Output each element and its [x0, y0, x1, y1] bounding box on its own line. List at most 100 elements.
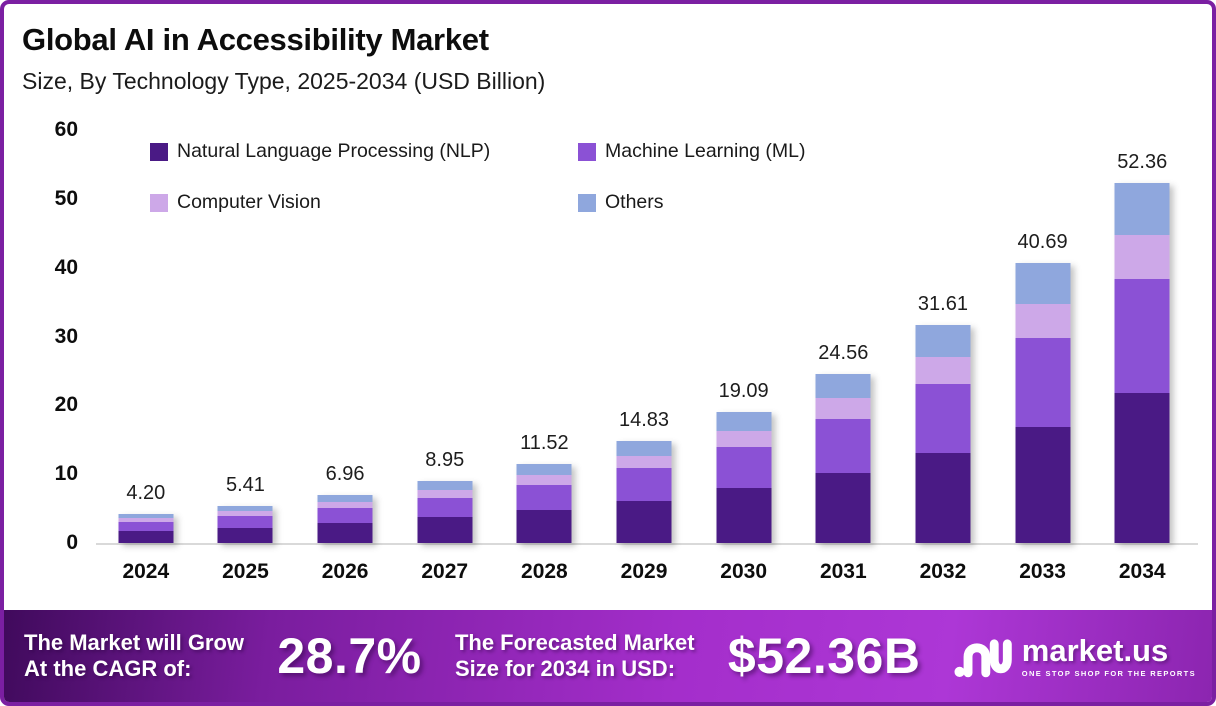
bar-segment-nlp [516, 510, 572, 543]
bar-segment-nlp [915, 452, 971, 543]
bar-column: 5.41 [196, 130, 296, 543]
bar-segment-others [317, 495, 373, 502]
bar-column: 19.09 [694, 130, 794, 543]
forecast-value: $52.36B [727, 628, 921, 684]
stacked-bar [417, 481, 473, 543]
bar-value-label: 5.41 [225, 473, 265, 496]
logo-name: market.us [1021, 632, 1169, 668]
bar-segment-ml [217, 515, 273, 528]
bar-segment-cv [118, 518, 174, 522]
legend-label-nlp: Natural Language Processing (NLP) [177, 140, 491, 162]
y-axis-tick: 10 [54, 462, 78, 486]
bar-segment-ml [516, 484, 572, 511]
x-axis-label: 2031 [819, 560, 867, 583]
bar-segment-ml [317, 507, 373, 524]
bar-column: 6.96 [295, 130, 395, 543]
bar-value-label: 52.36 [1117, 150, 1168, 173]
y-axis: 0 10 20 30 40 50 60 [20, 118, 78, 554]
bar-segment-ml [815, 419, 871, 473]
bar-segment-ml [1015, 337, 1071, 427]
bar-segment-nlp [417, 517, 473, 543]
bar-segment-cv [616, 455, 672, 469]
bar-value-label: 19.09 [718, 379, 769, 402]
bar-column: 11.52 [495, 130, 595, 543]
cagr-label-line1: The Market will Grow [24, 629, 245, 655]
bar-segment-cv [217, 511, 273, 516]
legend-item-ml: Machine Learning (ML) [578, 140, 806, 163]
logo-text-block: market.us ONE STOP SHOP FOR THE REPORTS [1022, 635, 1196, 678]
x-axis-line [96, 543, 1198, 545]
x-axis-label: 2030 [720, 560, 768, 583]
forecast-label-line1: The Forecasted Market [454, 629, 695, 655]
bar-column: 14.83 [594, 130, 694, 543]
chart-legend: Natural Language Processing (NLP) Machine… [150, 140, 806, 214]
bar-segment-others [118, 514, 174, 519]
bar-segment-ml [616, 468, 672, 501]
bottom-banner: The Market will Grow At the CAGR of: 28.… [4, 610, 1212, 702]
bar-segment-others [417, 481, 473, 491]
bar-column: 4.20 [96, 130, 196, 543]
bar-column: 31.61 [893, 130, 993, 543]
bar-segment-cv [516, 475, 572, 485]
logo-tagline: ONE STOP SHOP FOR THE REPORTS [1021, 668, 1196, 678]
bar-value-label: 8.95 [425, 449, 465, 472]
stacked-bar [217, 505, 273, 543]
x-axis-labels: 2024 2025 2026 2027 2028 2029 2030 2031 2032 2033… [96, 560, 1192, 584]
bar-segment-ml [118, 521, 174, 531]
legend-item-others: Others [578, 191, 806, 214]
legend-swatch-others [578, 193, 596, 212]
forecast-label: The Forecasted Market Size for 2034 in U… [455, 630, 695, 683]
bar-segment-ml [1114, 279, 1170, 394]
stacked-bar [1015, 262, 1071, 543]
bar-segment-cv [1015, 303, 1071, 338]
bar-segment-cv [716, 430, 772, 447]
legend-swatch-ml [578, 142, 596, 161]
cagr-label-line2: At the CAGR of: [24, 656, 192, 681]
x-axis-label: 2032 [919, 560, 967, 583]
bar-column: 24.56 [793, 130, 893, 543]
bar-segment-nlp [317, 523, 373, 543]
y-axis-tick: 50 [54, 186, 78, 210]
legend-label-others: Others [605, 191, 664, 213]
stacked-bar [1114, 182, 1170, 543]
bar-columns: 4.20 5.41 6.96 8.95 11.52 14.83 19.09 24.56 31.6… [96, 130, 1192, 543]
x-axis-label: 2033 [1019, 560, 1066, 583]
x-axis-label: 2034 [1118, 560, 1166, 583]
plot-area: 4.20 5.41 6.96 8.95 11.52 14.83 19.09 24.56 31.6… [96, 130, 1192, 543]
bar-segment-cv [815, 398, 871, 420]
marketus-logo-icon [954, 639, 1012, 678]
forecast-label-line2: Size for 2034 in USD: [454, 656, 676, 681]
bar-column: 52.36 [1092, 130, 1192, 543]
bar-segment-cv [417, 490, 473, 498]
bar-value-label: 6.96 [325, 463, 365, 486]
stacked-bar [516, 463, 572, 543]
bar-segment-nlp [118, 531, 174, 543]
bar-segment-others [217, 505, 273, 512]
legend-swatch-cv [150, 193, 168, 212]
bar-segment-nlp [815, 472, 871, 543]
bar-segment-others [1114, 182, 1170, 235]
bar-segment-ml [417, 497, 473, 518]
stacked-bar [915, 325, 971, 543]
cagr-value: 28.7% [277, 628, 422, 684]
bar-segment-cv [1114, 234, 1170, 280]
page-title: Global AI in Accessibility Market [22, 22, 489, 57]
bar-value-label: 24.56 [818, 341, 869, 364]
bar-segment-nlp [616, 500, 672, 543]
stacked-bar [317, 495, 373, 543]
y-axis-tick: 60 [54, 118, 78, 141]
legend-label-ml: Machine Learning (ML) [605, 140, 806, 162]
bar-segment-nlp [1114, 393, 1170, 543]
bar-segment-ml [716, 446, 772, 489]
bar-segment-others [716, 411, 772, 431]
x-axis-label: 2025 [222, 560, 269, 583]
bar-segment-nlp [217, 527, 273, 543]
page-subtitle: Size, By Technology Type, 2025-2034 (USD… [22, 68, 546, 94]
bar-segment-others [915, 325, 971, 357]
bar-segment-nlp [716, 488, 772, 543]
stacked-bar [118, 514, 174, 543]
x-axis-label: 2029 [620, 560, 668, 583]
y-axis-tick: 30 [54, 324, 78, 348]
legend-item-cv: Computer Vision [150, 191, 578, 214]
